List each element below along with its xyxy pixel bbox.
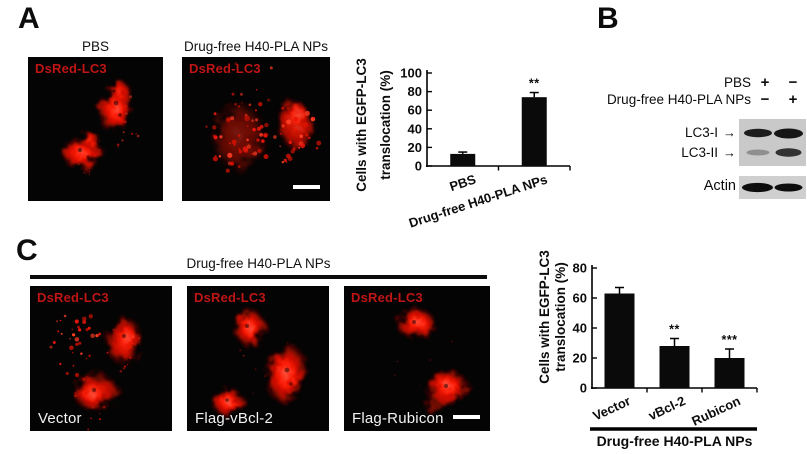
svg-text:20: 20: [573, 351, 587, 366]
scale-bar: [293, 185, 320, 189]
svg-text:Cells with EGFP-LC3: Cells with EGFP-LC3: [354, 58, 369, 192]
micrograph-vbcl2: DsRed-LC3 Flag-vBcl-2: [187, 286, 329, 431]
fluorescence-image-vector: [49, 314, 144, 431]
condition-row-np: Drug-free H40-PLA NPs − +: [598, 91, 807, 108]
lane1-sign: +: [760, 74, 770, 91]
svg-text:Cells with EGFP-LC3: Cells with EGFP-LC3: [537, 250, 552, 384]
panel-a-image1-title: PBS: [81, 39, 109, 54]
svg-text:***: ***: [721, 333, 737, 347]
right-arrow-icon: →: [723, 125, 736, 140]
lc3-1-label: LC3-I: [684, 125, 718, 140]
bar-chart-egfp-translocation-a: 0 20 40 60 80 100 PBS ** Drug-free H40-PLA NPs Ce…: [354, 58, 571, 231]
svg-text:translocation (%): translocation (%): [378, 70, 393, 180]
svg-text:PBS: PBS: [448, 171, 478, 194]
panel-a-letter: A: [18, 2, 40, 35]
svg-text:0: 0: [580, 381, 587, 396]
panel-c-letter: C: [16, 234, 38, 267]
svg-text:Drug-free H40-PLA NPs: Drug-free H40-PLA NPs: [407, 172, 549, 231]
lc3-2-label: LC3-II: [681, 145, 718, 160]
panel-c-header: Drug-free H40-PLA NPs: [186, 256, 331, 271]
dsred-lc3-label: DsRed-LC3: [189, 61, 261, 76]
svg-text:Vector: Vector: [590, 393, 632, 423]
bar-chart-egfp-translocation-c: 0 20 40 60 80 Vector ** vBcl-2 *** Rubicon Cells w…: [537, 250, 758, 449]
svg-text:80: 80: [573, 261, 587, 276]
fluorescence-image-rubicon: [394, 306, 470, 416]
svg-text:60: 60: [408, 103, 422, 118]
fluorescence-image-pbs: [61, 80, 140, 176]
panel-a-image2-title: Drug-free H40-PLA NPs: [183, 39, 329, 54]
svg-text:40: 40: [573, 321, 587, 336]
rubicon-caption: Flag-Rubicon: [352, 410, 444, 427]
band-row-lc3-1: LC3-I →: [630, 125, 736, 140]
western-blot-lc3: [739, 119, 806, 166]
dsred-lc3-label: DsRed-LC3: [351, 290, 423, 305]
band-row-lc3-2: LC3-II →: [630, 145, 736, 160]
lane2-sign: −: [788, 74, 798, 91]
svg-text:vBcl-2: vBcl-2: [646, 393, 688, 423]
svg-text:40: 40: [408, 121, 422, 136]
micrograph-pbs: DsRed-LC3: [28, 57, 163, 201]
svg-text:**: **: [669, 323, 680, 337]
dsred-lc3-label: DsRed-LC3: [37, 290, 109, 305]
scale-bar: [453, 415, 480, 419]
dsred-lc3-label: DsRed-LC3: [35, 61, 107, 76]
condition-row-pbs: PBS + −: [598, 74, 807, 91]
right-arrow-icon: →: [723, 145, 736, 160]
lane2-sign: +: [788, 91, 798, 108]
lane1-sign: −: [760, 91, 770, 108]
svg-text:translocation (%): translocation (%): [553, 262, 568, 372]
svg-text:Rubicon: Rubicon: [689, 393, 743, 429]
svg-text:60: 60: [573, 291, 587, 306]
svg-text:80: 80: [408, 84, 422, 99]
dsred-lc3-label: DsRed-LC3: [194, 290, 266, 305]
svg-text:Drug-free H40-PLA NPs: Drug-free H40-PLA NPs: [597, 433, 753, 449]
fluorescence-image-vbcl2: [211, 307, 308, 418]
micrograph-vector: DsRed-LC3 Vector: [30, 286, 172, 431]
western-blot-actin: [739, 176, 806, 199]
svg-text:100: 100: [400, 66, 422, 81]
actin-label: Actin: [703, 178, 736, 194]
vbcl2-caption: Flag-vBcl-2: [195, 410, 274, 427]
svg-text:0: 0: [415, 159, 422, 174]
micrograph-rubicon: DsRed-LC3 Flag-Rubicon: [344, 286, 490, 431]
svg-text:**: **: [529, 77, 540, 91]
vector-caption: Vector: [38, 410, 82, 427]
svg-text:20: 20: [408, 140, 422, 155]
fluorescence-image-npfree: [205, 62, 322, 173]
panel-b-letter: B: [597, 2, 619, 35]
micrograph-npfree: DsRed-LC3: [182, 57, 330, 201]
panel-c-header-line: [30, 275, 487, 279]
condition-label: PBS: [723, 75, 751, 90]
condition-label: Drug-free H40-PLA NPs: [606, 92, 751, 107]
